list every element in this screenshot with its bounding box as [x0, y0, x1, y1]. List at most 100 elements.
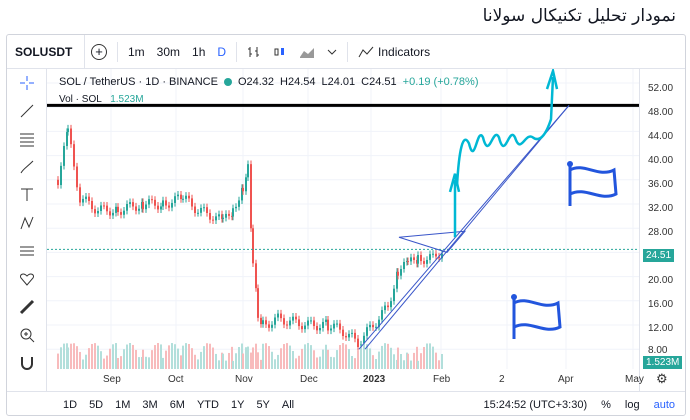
price-label: 36.00: [648, 179, 674, 190]
prediction-icon[interactable]: [7, 237, 46, 265]
settings-gear-icon[interactable]: ⚙: [656, 371, 668, 386]
candle-body: [185, 195, 187, 199]
volume-bar: [322, 349, 324, 369]
candle-body: [280, 313, 282, 319]
candle-body: [232, 208, 234, 217]
volume-bar: [423, 346, 425, 369]
percent-toggle[interactable]: %: [601, 398, 611, 411]
trend-line-icon[interactable]: [7, 97, 46, 125]
crosshair-icon[interactable]: [7, 69, 46, 97]
candle-body: [120, 212, 122, 215]
candle-body: [319, 328, 321, 331]
area-chart-icon[interactable]: [293, 35, 321, 68]
range-3m[interactable]: 3M: [142, 398, 158, 411]
volume-bar: [268, 346, 270, 369]
chevron-down-icon[interactable]: [321, 35, 343, 68]
time-scale[interactable]: Sep Oct Nov Dec 2023 Feb 2 Apr May: [47, 369, 644, 391]
candle-body: [76, 166, 78, 188]
candle-body: [73, 144, 75, 167]
candle-body: [57, 179, 59, 186]
page-title: نمودار تحلیل تکنیکال سولانا: [482, 6, 676, 26]
price-label: 12.00: [648, 323, 674, 334]
candle-body: [135, 206, 137, 211]
volume-bar: [82, 359, 84, 369]
candle-body: [304, 325, 306, 330]
range-1d[interactable]: 1D: [63, 398, 78, 411]
candle-body: [242, 187, 244, 192]
volume-bar: [345, 344, 347, 369]
candle-body: [403, 262, 405, 270]
magnet-icon[interactable]: [7, 349, 46, 377]
volume-bar: [363, 343, 365, 369]
interval-30m[interactable]: 30m: [156, 44, 181, 59]
candle-body: [348, 333, 350, 338]
candle-body: [85, 196, 87, 199]
volume-bar: [378, 351, 380, 369]
candle-body: [200, 207, 202, 213]
top-toolbar: SOLUSDT + 1m 30m 1h D Indicators: [7, 35, 685, 69]
time-label: Oct: [168, 374, 184, 385]
candle-body: [117, 206, 119, 213]
candle-body: [426, 259, 428, 264]
candle-body: [212, 219, 214, 221]
volume-bar: [106, 355, 108, 369]
volume-bar: [57, 353, 59, 369]
trend-line: [364, 105, 570, 350]
add-symbol-button[interactable]: +: [85, 35, 113, 68]
range-6m[interactable]: 6M: [169, 398, 185, 411]
chart-pane[interactable]: [47, 69, 639, 391]
volume-bar: [310, 345, 312, 369]
clock-timezone[interactable]: 15:24:52 (UTC+3:30): [483, 398, 588, 411]
auto-toggle[interactable]: auto: [653, 398, 675, 411]
drawing-toolbar: [7, 69, 47, 391]
candle-body: [154, 199, 156, 206]
bar-style-icon[interactable]: [241, 35, 267, 68]
indicators-button[interactable]: Indicators: [352, 35, 436, 68]
interval-1m[interactable]: 1m: [128, 44, 145, 59]
range-5y[interactable]: 5Y: [256, 398, 270, 411]
zoom-in-icon[interactable]: [7, 321, 46, 349]
flag-drawing: [569, 166, 618, 198]
volume-bar: [218, 360, 220, 369]
fib-icon[interactable]: [7, 125, 46, 153]
time-label: Dec: [300, 374, 318, 385]
range-ytd[interactable]: YTD: [196, 398, 219, 411]
volume-bar: [126, 344, 128, 369]
interval-1h[interactable]: 1h: [192, 44, 206, 59]
volume-bar: [369, 348, 371, 369]
volume-bar: [191, 348, 193, 369]
pattern-icon[interactable]: [7, 209, 46, 237]
candle-body: [126, 204, 128, 211]
candle-body: [372, 324, 374, 328]
volume-bar: [245, 347, 247, 369]
price-label: 48.00: [648, 107, 674, 118]
time-label: Apr: [558, 374, 574, 385]
volume-bar: [417, 360, 419, 369]
candle-body: [381, 310, 383, 320]
candle-body: [194, 206, 196, 214]
text-icon[interactable]: [7, 181, 46, 209]
volume-bar: [384, 343, 386, 369]
candle-body: [129, 202, 131, 205]
volume-bar: [215, 353, 217, 369]
brush-icon[interactable]: [7, 153, 46, 181]
price-scale[interactable]: 52.00 48.00 44.00 40.00 36.00 32.00 28.0…: [639, 69, 685, 391]
legend-pair: SOL / TetherUS · 1D · BINANCE: [59, 76, 218, 88]
range-1m[interactable]: 1M: [115, 398, 131, 411]
range-1y[interactable]: 1Y: [230, 398, 245, 411]
volume-bar: [160, 344, 162, 369]
candle-body: [188, 195, 190, 199]
candles-icon[interactable]: [267, 35, 293, 68]
interval-d[interactable]: D: [217, 44, 227, 59]
candle-body: [165, 200, 167, 206]
symbol-search[interactable]: SOLUSDT: [7, 35, 85, 68]
heart-icon[interactable]: [7, 265, 46, 293]
range-5d[interactable]: 5D: [89, 398, 104, 411]
current-price-tag: 24.51: [643, 249, 675, 262]
price-label: 20.00: [648, 275, 674, 286]
ruler-icon[interactable]: [7, 293, 46, 321]
range-all[interactable]: All: [281, 398, 295, 411]
volume-bar: [168, 345, 170, 369]
log-toggle[interactable]: log: [624, 398, 640, 411]
candle-body: [295, 316, 297, 320]
